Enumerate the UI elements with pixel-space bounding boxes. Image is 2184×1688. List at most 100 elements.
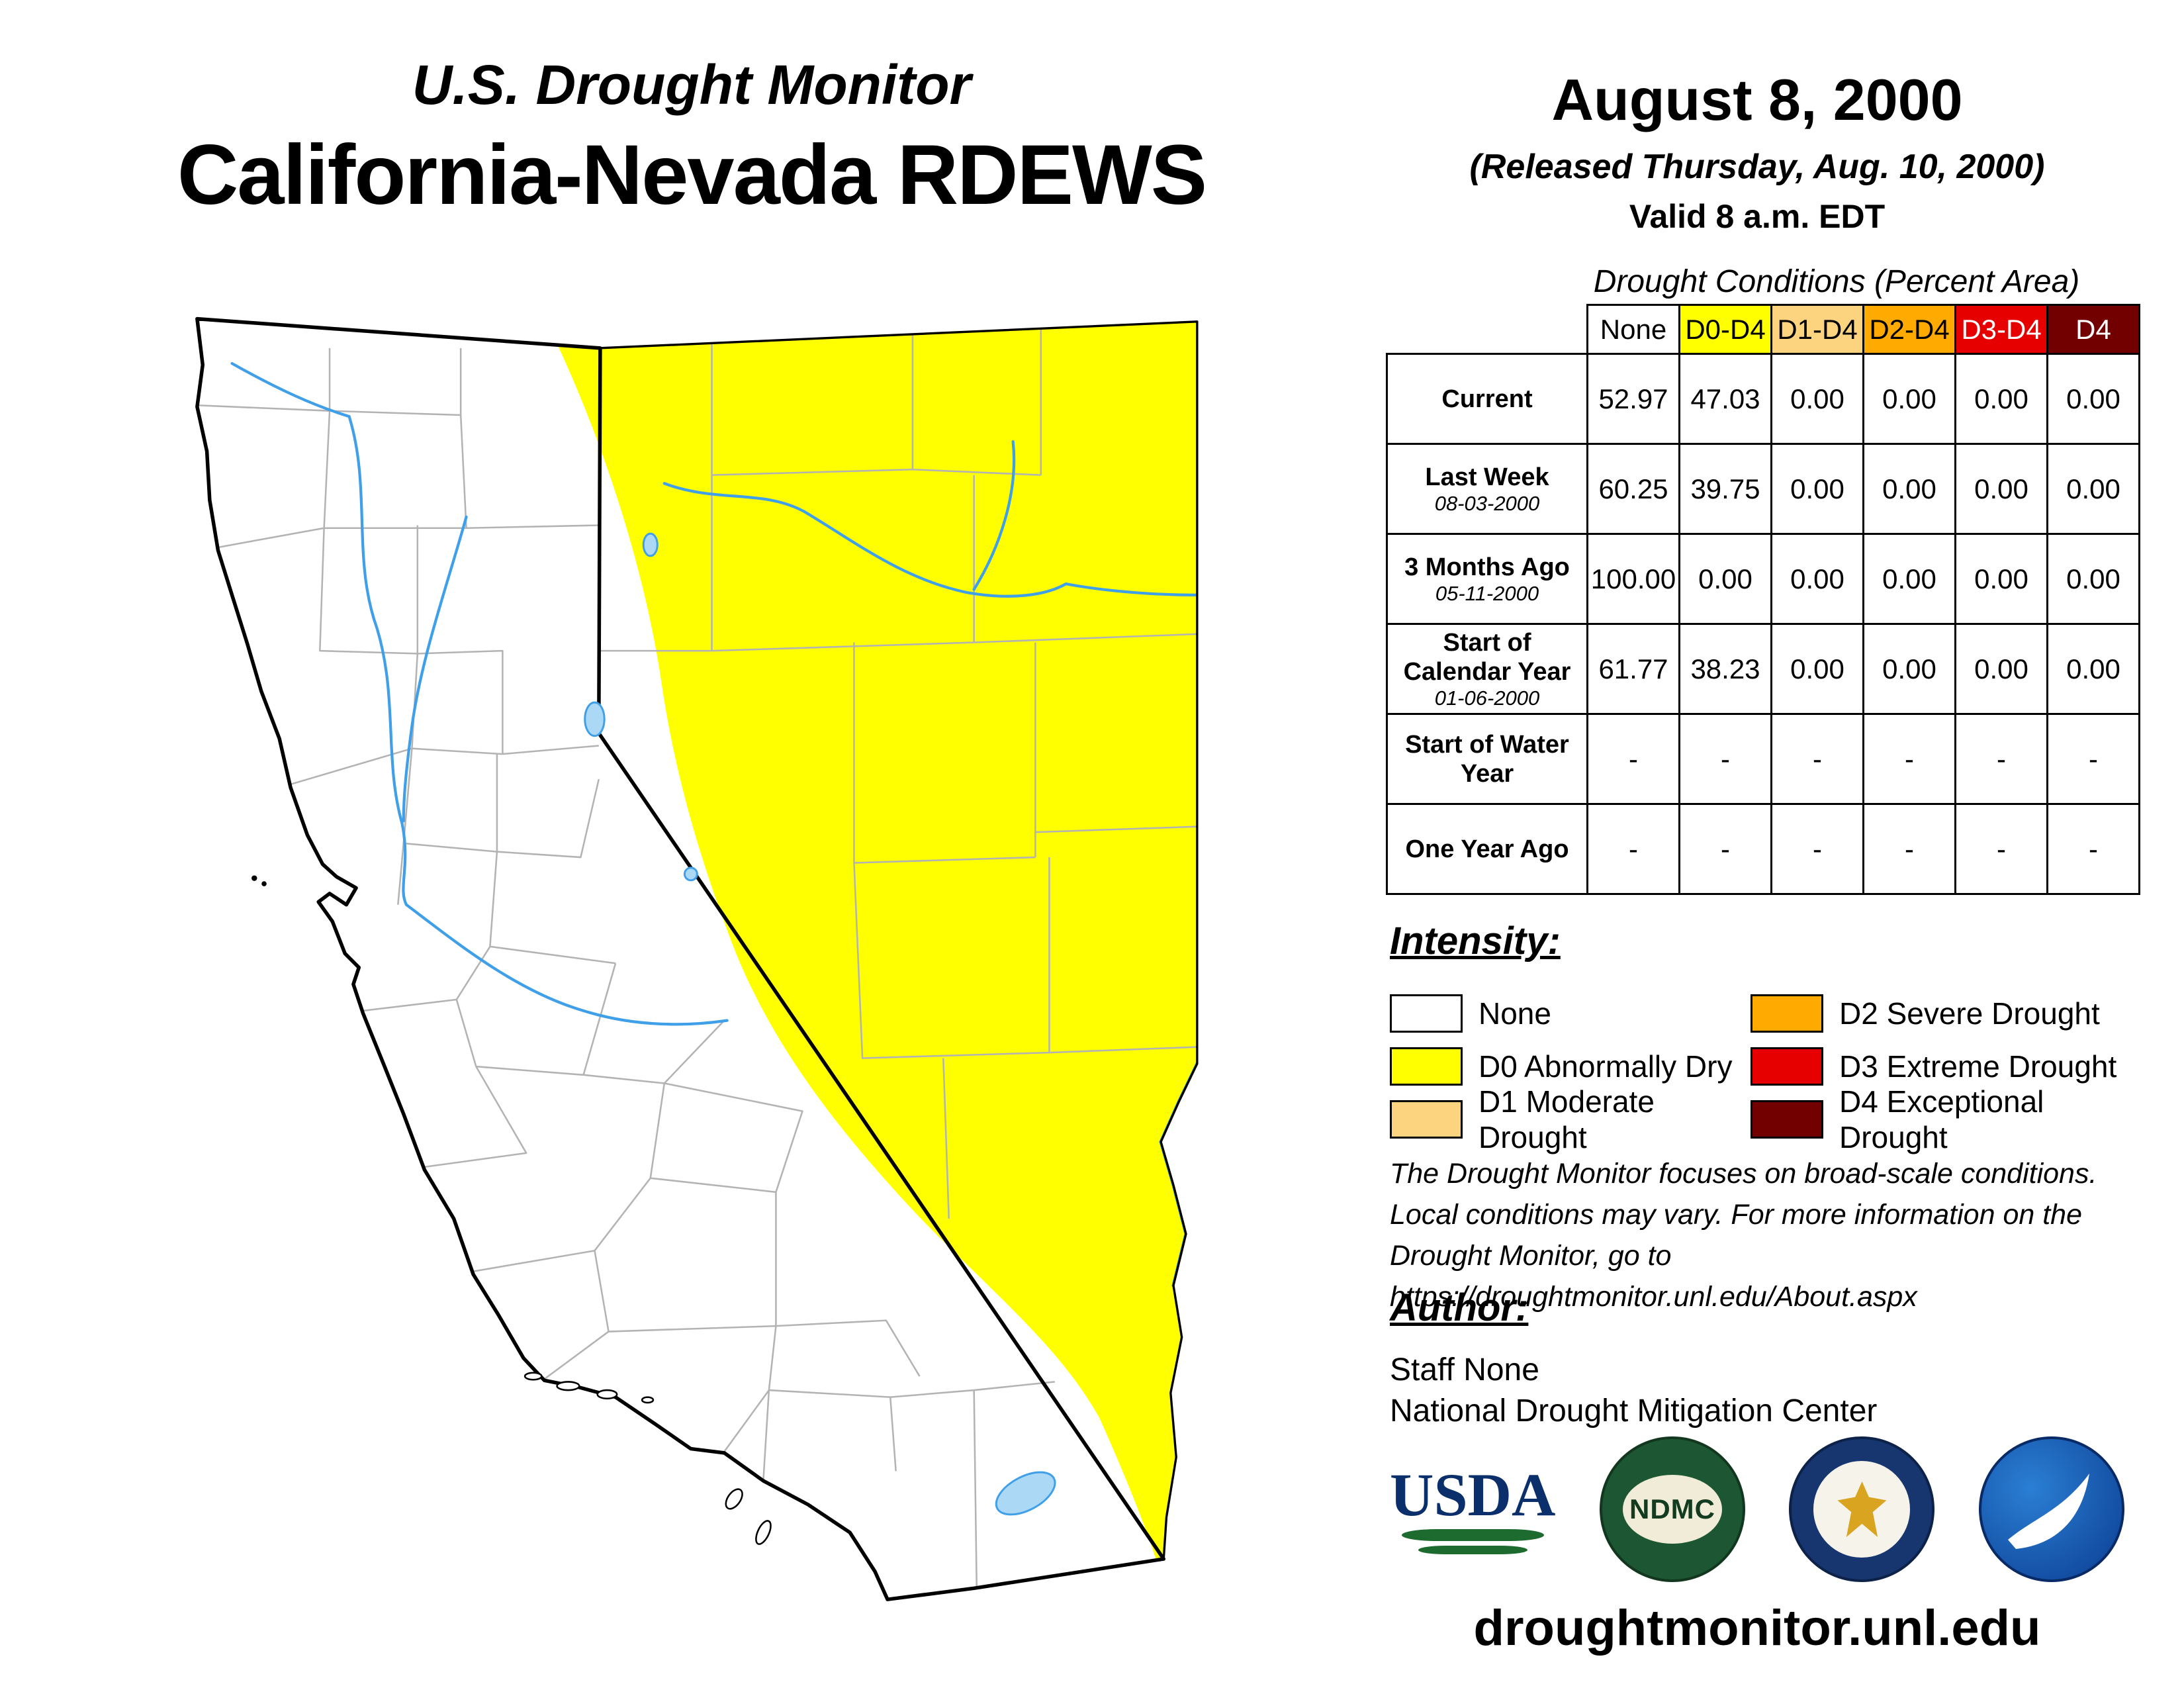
valid-time: Valid 8 a.m. EDT: [1629, 198, 1886, 235]
column-header-d0-d4: D0-D4: [1678, 304, 1772, 355]
cell: 0.00: [2046, 533, 2140, 625]
cell: 0.00: [2046, 623, 2140, 715]
legend-item-none: None: [1390, 987, 1751, 1040]
lake-tahoe: [584, 701, 606, 737]
cell: 0.00: [1770, 443, 1864, 535]
cell: -: [1770, 713, 1864, 805]
d4-swatch: [1751, 1100, 1823, 1139]
column-header-d3-d4: D3-D4: [1954, 304, 2048, 355]
droughtmonitor-url[interactable]: droughtmonitor.unl.edu: [1473, 1600, 2041, 1656]
legend-items: None D0 Abnormally Dry D1 Moderate Droug…: [1390, 987, 2158, 1154]
california-border: [195, 316, 1166, 1601]
mono-lake: [683, 867, 698, 882]
author-org: National Drought Mitigation Center: [1390, 1393, 1878, 1429]
pyramid-lake: [642, 532, 659, 557]
disclaimer: The Drought Monitor focuses on broad-sca…: [1390, 1153, 2184, 1317]
cell: -: [1954, 803, 2048, 895]
disclaimer-line: Local conditions may vary. For more info…: [1390, 1199, 2083, 1231]
cell: 0.00: [1954, 623, 2048, 715]
department-of-commerce-logo: [1789, 1436, 1935, 1582]
row-label-last-week: Last Week 08-03-2000: [1386, 443, 1588, 535]
legend-item-d3: D3 Extreme Drought: [1751, 1040, 2158, 1093]
cell: 0.00: [2046, 443, 2140, 535]
author-block: Author: Staff None National Drought Miti…: [1390, 1286, 1877, 1432]
date-block: August 8, 2000 (Released Thursday, Aug. …: [1403, 66, 2111, 236]
cell: -: [1586, 713, 1680, 805]
cell: 0.00: [1862, 443, 1956, 535]
county-boundaries: [197, 322, 1197, 1594]
cell: -: [1678, 713, 1772, 805]
ca-nv-map: [195, 316, 1199, 1601]
cell: 0.00: [1862, 353, 1956, 445]
usda-swoosh: [1401, 1529, 1544, 1541]
usda-logo: USDA: [1390, 1464, 1555, 1554]
legend-item-d4: D4 Exceptional Drought: [1751, 1084, 2158, 1154]
logo-row: USDA NDMC: [1390, 1435, 2124, 1583]
salton-sea: [995, 1471, 1056, 1516]
noaa-logo: [1978, 1436, 2124, 1582]
cell: 52.97: [1586, 353, 1680, 445]
cell: 0.00: [1770, 353, 1864, 445]
cell: 0.00: [2046, 353, 2140, 445]
california-fill: [197, 318, 1164, 1600]
none-swatch: [1390, 994, 1463, 1033]
column-header-none: None: [1586, 304, 1680, 355]
intensity-legend: Intensity: None D0 Abnormally Dry D1 Mod…: [1390, 919, 2158, 1154]
legend-item-d2: D2 Severe Drought: [1751, 987, 2158, 1040]
author-heading: Author:: [1390, 1286, 1529, 1329]
table-row: One Year Ago - - - - - -: [1386, 803, 2140, 895]
row-label-start-calendar-year: Start of Calendar Year 01-06-2000: [1386, 623, 1588, 715]
cell: 0.00: [1954, 353, 2048, 445]
cell: 47.03: [1678, 353, 1772, 445]
map-container: [151, 298, 1260, 1623]
legend-heading: Intensity:: [1390, 919, 1561, 962]
cell: 0.00: [1954, 443, 2048, 535]
noaa-seabird-icon: [2007, 1474, 2089, 1549]
eagle-emblem-icon: [1837, 1481, 1887, 1537]
author-name: Staff None: [1390, 1352, 1539, 1387]
ndmc-logo: NDMC: [1599, 1436, 1745, 1582]
cell: -: [2046, 713, 2140, 805]
cell: -: [1862, 713, 1956, 805]
cell: 100.00: [1586, 533, 1680, 625]
map-date: August 8, 2000: [1551, 67, 1963, 132]
column-header-d1-d4: D1-D4: [1770, 304, 1864, 355]
cell: 39.75: [1678, 443, 1772, 535]
table-caption: Drought Conditions (Percent Area): [1593, 264, 2080, 299]
row-label-one-year-ago: One Year Ago: [1386, 803, 1588, 895]
cell: 38.23: [1678, 623, 1772, 715]
cell: 60.25: [1586, 443, 1680, 535]
cell: 0.00: [1862, 623, 1956, 715]
d3-swatch: [1751, 1047, 1823, 1086]
disclaimer-line: Drought Monitor, go to https://droughtmo…: [1390, 1240, 1917, 1313]
table-row: Start of Calendar Year 01-06-2000 61.77 …: [1386, 623, 2140, 715]
cell: -: [1954, 713, 2048, 805]
lakes: [584, 532, 1056, 1516]
table-corner: [1387, 305, 1588, 354]
channel-islands: [251, 875, 772, 1545]
disclaimer-line: The Drought Monitor focuses on broad-sca…: [1390, 1158, 2097, 1190]
cell: 0.00: [1770, 623, 1864, 715]
cell: 0.00: [1954, 533, 2048, 625]
table-row: Last Week 08-03-2000 60.25 39.75 0.00 0.…: [1386, 443, 2140, 535]
table-row: Current 52.97 47.03 0.00 0.00 0.00 0.00: [1386, 353, 2140, 445]
cell: -: [1862, 803, 1956, 895]
cell: 0.00: [1678, 533, 1772, 625]
d0-swatch: [1390, 1047, 1463, 1086]
table-header-row: None D0-D4 D1-D4 D2-D4 D3-D4 D4: [1387, 304, 2140, 355]
drought-conditions-table: None D0-D4 D1-D4 D2-D4 D3-D4 D4 Current …: [1386, 304, 2140, 895]
row-label-3-months-ago: 3 Months Ago 05-11-2000: [1386, 533, 1588, 625]
cell: 61.77: [1586, 623, 1680, 715]
page-title: California-Nevada RDEWS: [177, 128, 1207, 222]
header: U.S. Drought Monitor California-Nevada R…: [132, 53, 1251, 224]
legend-item-d1: D1 Moderate Drought: [1390, 1084, 1751, 1154]
row-label-current: Current: [1386, 353, 1588, 445]
usda-swoosh: [1418, 1546, 1527, 1554]
cell: -: [1678, 803, 1772, 895]
table-row: 3 Months Ago 05-11-2000 100.00 0.00 0.00…: [1386, 533, 2140, 625]
cell: -: [1770, 803, 1864, 895]
d0-drought-area: [558, 321, 1197, 1562]
row-label-start-water-year: Start of Water Year: [1386, 713, 1588, 805]
column-header-d4: D4: [2046, 304, 2140, 355]
